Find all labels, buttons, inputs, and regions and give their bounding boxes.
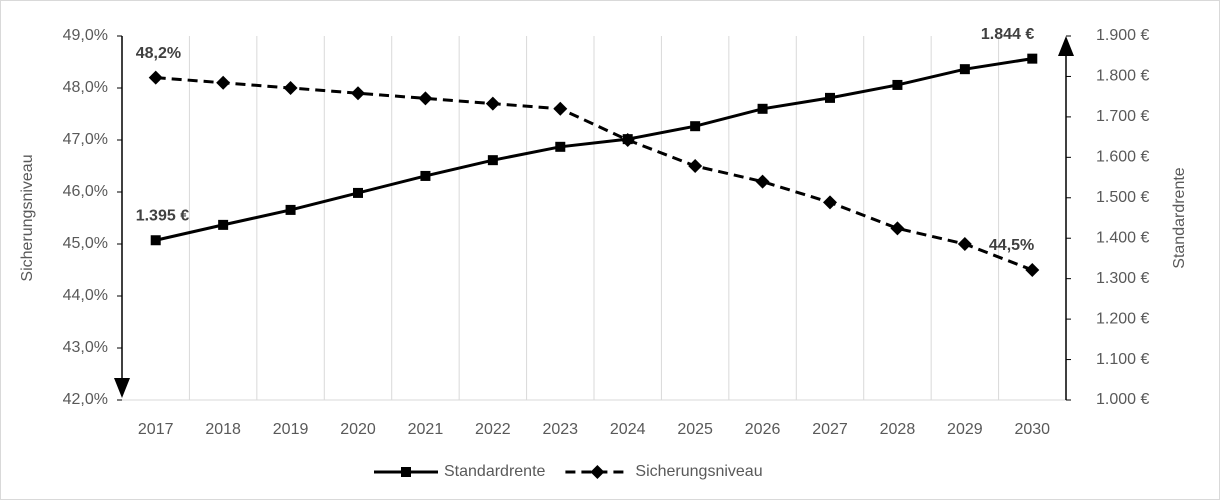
data-point: [420, 170, 431, 181]
x-tick-label: 2018: [205, 421, 241, 438]
y2-tick-label: 1.100 €: [1096, 351, 1149, 368]
data-point: [218, 219, 229, 230]
y-tick-label: 47,0%: [63, 131, 108, 148]
data-label: 48,2%: [136, 45, 181, 62]
x-tick-label: 2022: [475, 421, 511, 438]
y-tick-label: 46,0%: [63, 183, 108, 200]
y2-tick-label: 1.500 €: [1096, 189, 1149, 206]
x-tick-label: 2017: [138, 421, 174, 438]
data-point: [555, 141, 566, 152]
data-point: [959, 64, 970, 75]
y2-tick-label: 1.000 €: [1096, 391, 1149, 408]
data-point: [150, 235, 161, 246]
data-label: 44,5%: [989, 237, 1034, 254]
x-tick-label: 2027: [812, 421, 848, 438]
y2-axis-arrow: [1058, 36, 1074, 56]
data-point: [957, 237, 972, 251]
data-point: [890, 221, 905, 236]
data-point: [1027, 53, 1038, 64]
data-point: [688, 159, 703, 173]
y-tick-label: 44,0%: [63, 287, 108, 304]
x-tick-label: 2030: [1014, 421, 1050, 438]
y2-tick-label: 1.200 €: [1096, 310, 1149, 327]
legend-marker: [401, 467, 411, 477]
data-point: [216, 75, 231, 90]
data-point: [1025, 263, 1040, 277]
data-point: [353, 187, 363, 198]
x-tick-label: 2024: [610, 421, 646, 438]
legend-label: Standardrente: [444, 463, 546, 480]
legend-marker: [590, 465, 605, 479]
data-point: [418, 91, 433, 106]
y-tick-label: 45,0%: [63, 235, 108, 252]
y2-tick-label: 1.600 €: [1096, 149, 1149, 166]
y-tick-label: 42,0%: [63, 391, 108, 408]
data-point: [285, 204, 296, 215]
data-label: 1.395 €: [136, 207, 189, 224]
y2-tick-label: 1.700 €: [1096, 108, 1149, 125]
y-tick-label: 49,0%: [63, 27, 108, 44]
x-tick-label: 2025: [677, 421, 713, 438]
y2-tick-label: 1.400 €: [1096, 229, 1149, 246]
x-tick-label: 2020: [340, 421, 376, 438]
data-point: [553, 101, 568, 116]
data-point: [892, 79, 903, 90]
data-point: [620, 133, 635, 147]
data-point: [757, 103, 768, 114]
data-point: [823, 195, 837, 210]
data-point: [148, 70, 163, 85]
y2-tick-label: 1.800 €: [1096, 68, 1149, 85]
y-tick-label: 43,0%: [63, 339, 108, 356]
data-point: [825, 92, 835, 103]
x-tick-label: 2026: [745, 421, 781, 438]
x-tick-label: 2028: [880, 421, 916, 438]
data-label: 1.844 €: [981, 26, 1034, 43]
data-point: [485, 96, 500, 111]
series-line: [155, 76, 1033, 272]
data-point: [690, 121, 701, 132]
legend-label: Sicherungsniveau: [635, 463, 762, 480]
data-point: [487, 155, 498, 166]
y-tick-label: 48,0%: [63, 79, 108, 96]
x-tick-label: 2023: [542, 421, 578, 438]
y-axis-title: Sicherungsniveau: [19, 154, 36, 281]
data-point: [283, 81, 298, 95]
x-tick-label: 2019: [273, 421, 309, 438]
data-point: [755, 174, 770, 189]
series-line: [155, 57, 1033, 242]
x-tick-label: 2021: [408, 421, 444, 438]
x-tick-label: 2029: [947, 421, 983, 438]
y2-tick-label: 1.900 €: [1096, 27, 1149, 44]
y2-axis-title: Standardrente: [1171, 167, 1188, 269]
data-point: [351, 86, 365, 101]
y-axis-arrow: [114, 378, 130, 398]
y2-tick-label: 1.300 €: [1096, 270, 1149, 287]
